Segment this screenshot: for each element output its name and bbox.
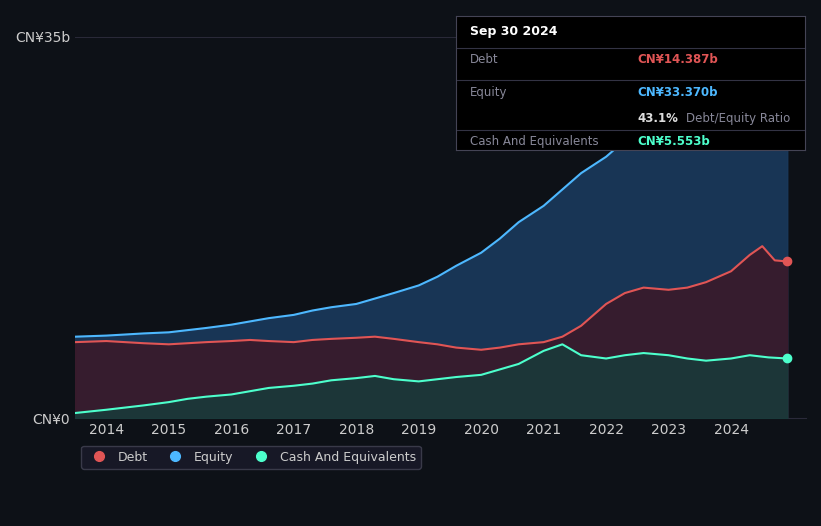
Text: CN¥14.387b: CN¥14.387b xyxy=(637,53,718,66)
Text: Debt: Debt xyxy=(470,53,498,66)
Text: 43.1%: 43.1% xyxy=(637,113,678,125)
Text: Debt/Equity Ratio: Debt/Equity Ratio xyxy=(686,113,790,125)
Text: Sep 30 2024: Sep 30 2024 xyxy=(470,25,557,38)
Text: Cash And Equivalents: Cash And Equivalents xyxy=(470,135,599,148)
Legend: Debt, Equity, Cash And Equivalents: Debt, Equity, Cash And Equivalents xyxy=(81,446,421,469)
Text: Equity: Equity xyxy=(470,86,507,98)
Text: CN¥33.370b: CN¥33.370b xyxy=(637,86,718,98)
Text: CN¥5.553b: CN¥5.553b xyxy=(637,135,710,148)
